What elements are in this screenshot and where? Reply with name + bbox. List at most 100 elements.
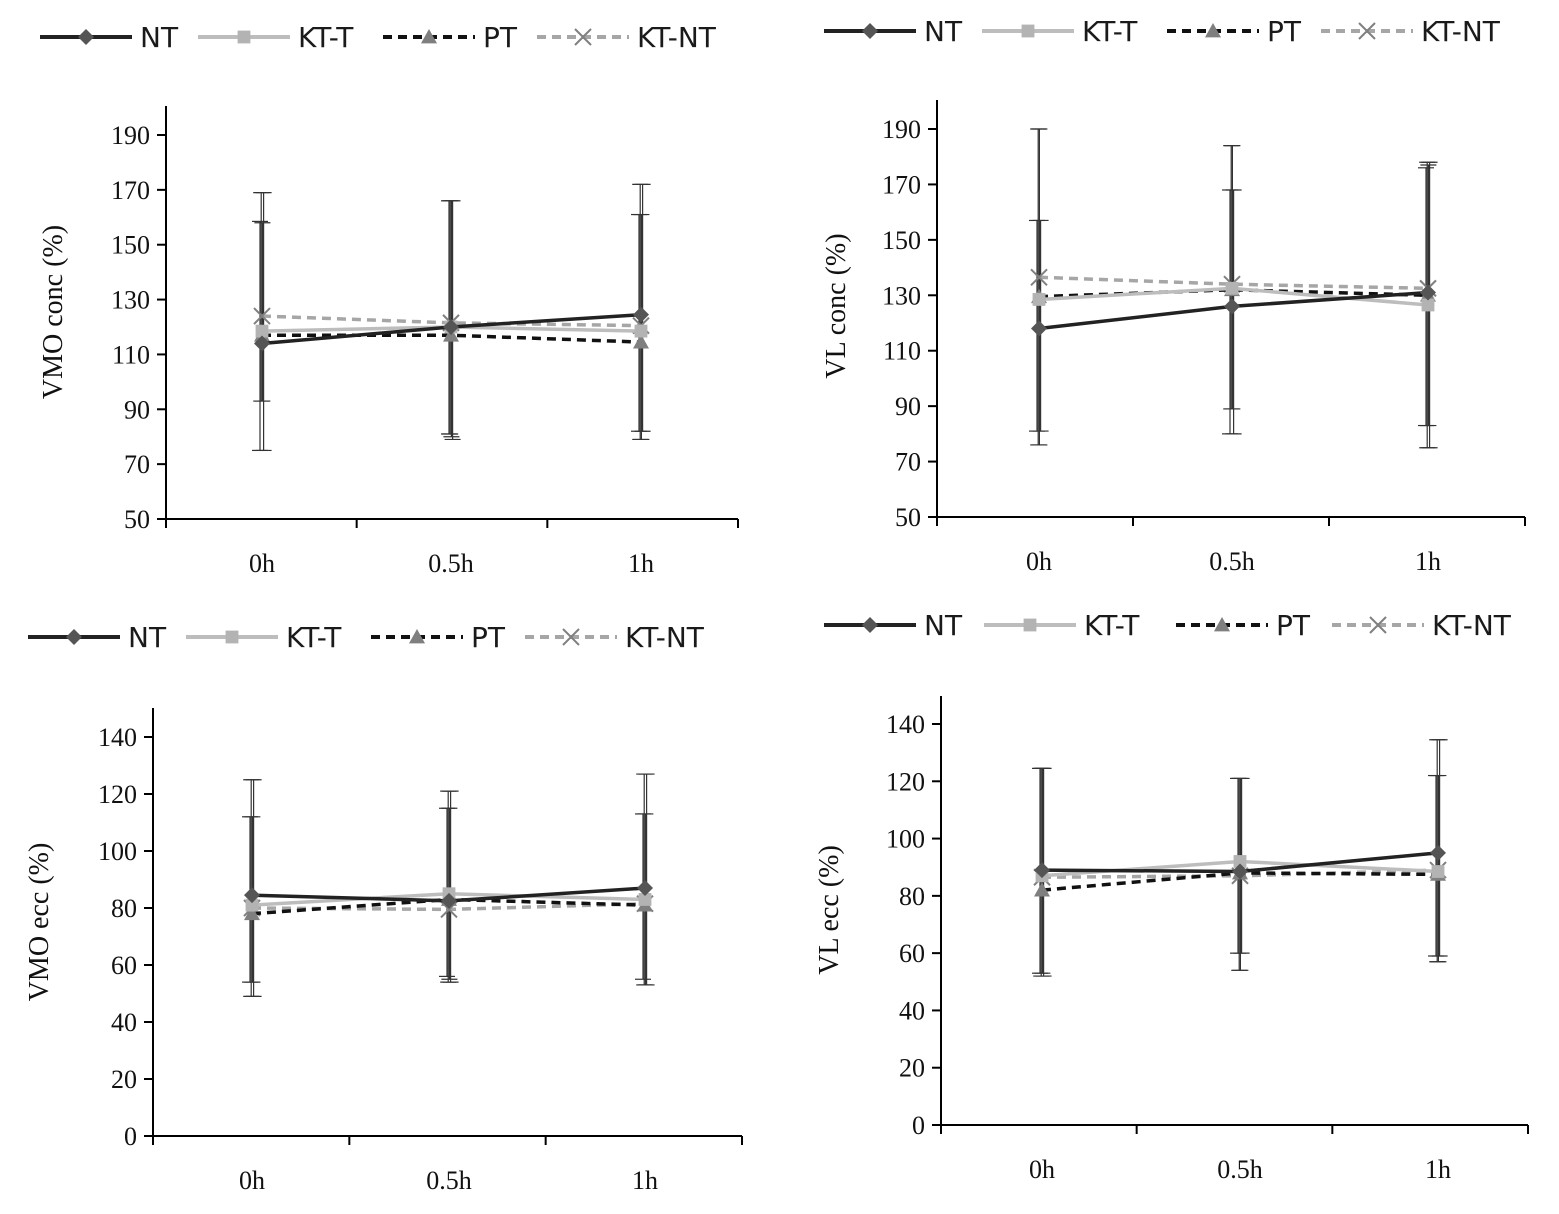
x-tick-label: 0h bbox=[239, 1166, 265, 1195]
y-tick-label: 150 bbox=[111, 231, 150, 260]
legend-label: KT-NT bbox=[625, 621, 705, 654]
legend: NT KT-T PT KT-NT bbox=[40, 21, 717, 54]
data-point bbox=[633, 306, 649, 323]
series-nt bbox=[1034, 844, 1446, 880]
legend-label: KT-NT bbox=[1432, 609, 1512, 642]
y-axis-title: VL conc (%) bbox=[821, 233, 852, 378]
y-tick-label: 190 bbox=[882, 115, 921, 144]
legend-marker-triangle bbox=[1214, 617, 1230, 632]
y-tick-label: 80 bbox=[899, 882, 925, 911]
data-point bbox=[1034, 882, 1050, 897]
y-tick-label: 110 bbox=[883, 337, 921, 366]
legend-label: PT bbox=[1276, 609, 1311, 642]
y-tick-label: 130 bbox=[882, 281, 921, 310]
series-line bbox=[1038, 275, 1429, 291]
series-line bbox=[261, 314, 642, 328]
legend-item-pt: PT bbox=[371, 621, 506, 654]
legend: NT KT-T PT KT-NT bbox=[824, 15, 1501, 48]
legend-label: NT bbox=[140, 21, 179, 54]
data-point bbox=[638, 893, 652, 906]
data-point bbox=[1034, 862, 1050, 879]
legend-item-kt-t: KT-T bbox=[984, 609, 1140, 642]
legend-label: PT bbox=[483, 21, 518, 54]
y-tick-label: 70 bbox=[124, 450, 150, 479]
data-point bbox=[441, 892, 457, 909]
legend-label: NT bbox=[128, 621, 167, 654]
x-tick-label: 0h bbox=[1029, 1155, 1055, 1184]
legend-item-nt: NT bbox=[824, 609, 963, 642]
y-tick-label: 0 bbox=[912, 1111, 925, 1140]
x-tick-label: 0.5h bbox=[428, 549, 474, 578]
y-tick-label: 190 bbox=[111, 121, 150, 150]
x-tick-label: 1h bbox=[1425, 1155, 1451, 1184]
x-tick-label: 1h bbox=[632, 1166, 658, 1195]
data-point bbox=[1030, 268, 1048, 286]
legend-item-nt: NT bbox=[40, 21, 179, 54]
chart-panel-2: NT KT-T PT KT-NT 50 70 90 110 130 150 170 190 0h 0.5h… bbox=[821, 15, 1526, 576]
legend-marker-square bbox=[1021, 24, 1035, 38]
x-tick-label: 0.5h bbox=[1217, 1155, 1263, 1184]
legend-item-nt: NT bbox=[28, 621, 167, 654]
data-point bbox=[244, 887, 260, 904]
x-tick-label: 0.5h bbox=[426, 1166, 472, 1195]
y-tick-label: 40 bbox=[899, 996, 925, 1025]
legend-marker-triangle bbox=[409, 629, 425, 644]
x-tick-label: 1h bbox=[1415, 547, 1441, 576]
data-point bbox=[245, 898, 259, 912]
legend-label: KT-T bbox=[1082, 15, 1138, 48]
error-bars-kt-nt bbox=[245, 773, 655, 997]
y-tick-label: 110 bbox=[112, 340, 150, 369]
legend-label: PT bbox=[471, 621, 506, 654]
data-point bbox=[633, 334, 649, 349]
legend-marker-square bbox=[1023, 618, 1037, 632]
y-tick-label: 0 bbox=[124, 1122, 137, 1151]
y-tick-label: 20 bbox=[111, 1065, 137, 1094]
y-tick-label: 90 bbox=[124, 395, 150, 424]
legend-label: KT-T bbox=[1084, 609, 1140, 642]
data-point bbox=[1225, 281, 1239, 295]
y-tick-label: 60 bbox=[899, 939, 925, 968]
legend-label: PT bbox=[1267, 15, 1302, 48]
data-point bbox=[634, 324, 648, 338]
data-point bbox=[1420, 284, 1436, 301]
chart-panel-1: NT KT-T PT KT-NT 50 70 90 110 130 150 170 190 0h 0.5h… bbox=[38, 21, 739, 578]
y-tick-label: 140 bbox=[98, 723, 137, 752]
legend-item-kt-nt: KT-NT bbox=[525, 621, 705, 654]
x-tick-label: 0h bbox=[1026, 547, 1052, 576]
y-tick-label: 140 bbox=[886, 710, 925, 739]
y-axis-title: VL ecc (%) bbox=[814, 845, 845, 975]
chart-panel-4: NT KT-T PT KT-NT 0 20 40 60 80 100 120 140 0h 0.5h 1h V… bbox=[814, 609, 1529, 1184]
data-point bbox=[1031, 320, 1047, 337]
series-nt bbox=[254, 306, 649, 352]
data-point bbox=[443, 319, 459, 335]
legend-item-nt: NT bbox=[824, 15, 963, 48]
y-tick-label: 170 bbox=[882, 170, 921, 199]
legend-label: NT bbox=[924, 609, 963, 642]
y-tick-label: 100 bbox=[886, 825, 925, 854]
legend-marker-x bbox=[1358, 22, 1376, 40]
legend-marker-diamond bbox=[862, 23, 878, 39]
legend-item-kt-t: KT-T bbox=[186, 621, 342, 654]
y-tick-label: 100 bbox=[98, 837, 137, 866]
legend: NT KT-T PT KT-NT bbox=[28, 621, 705, 654]
y-tick-label: 130 bbox=[111, 286, 150, 315]
legend-label: KT-T bbox=[298, 21, 354, 54]
y-tick-label: 20 bbox=[899, 1054, 925, 1083]
legend-item-kt-nt: KT-NT bbox=[1321, 15, 1501, 48]
data-point bbox=[1233, 855, 1247, 868]
series-nt bbox=[244, 880, 653, 909]
data-point bbox=[254, 335, 270, 352]
data-point bbox=[255, 324, 269, 338]
y-tick-label: 50 bbox=[895, 503, 921, 532]
series-kt-t bbox=[1032, 281, 1435, 312]
data-point bbox=[244, 905, 260, 921]
legend-marker-square bbox=[225, 630, 239, 644]
y-tick-label: 70 bbox=[895, 448, 921, 477]
data-point bbox=[1421, 298, 1435, 312]
y-axis-title: VMO conc (%) bbox=[38, 225, 69, 399]
legend-marker-x bbox=[562, 628, 580, 646]
legend-marker-diamond bbox=[66, 629, 82, 645]
y-tick-label: 40 bbox=[111, 1008, 137, 1037]
x-tick-label: 0.5h bbox=[1209, 547, 1255, 576]
y-tick-label: 170 bbox=[111, 176, 150, 205]
